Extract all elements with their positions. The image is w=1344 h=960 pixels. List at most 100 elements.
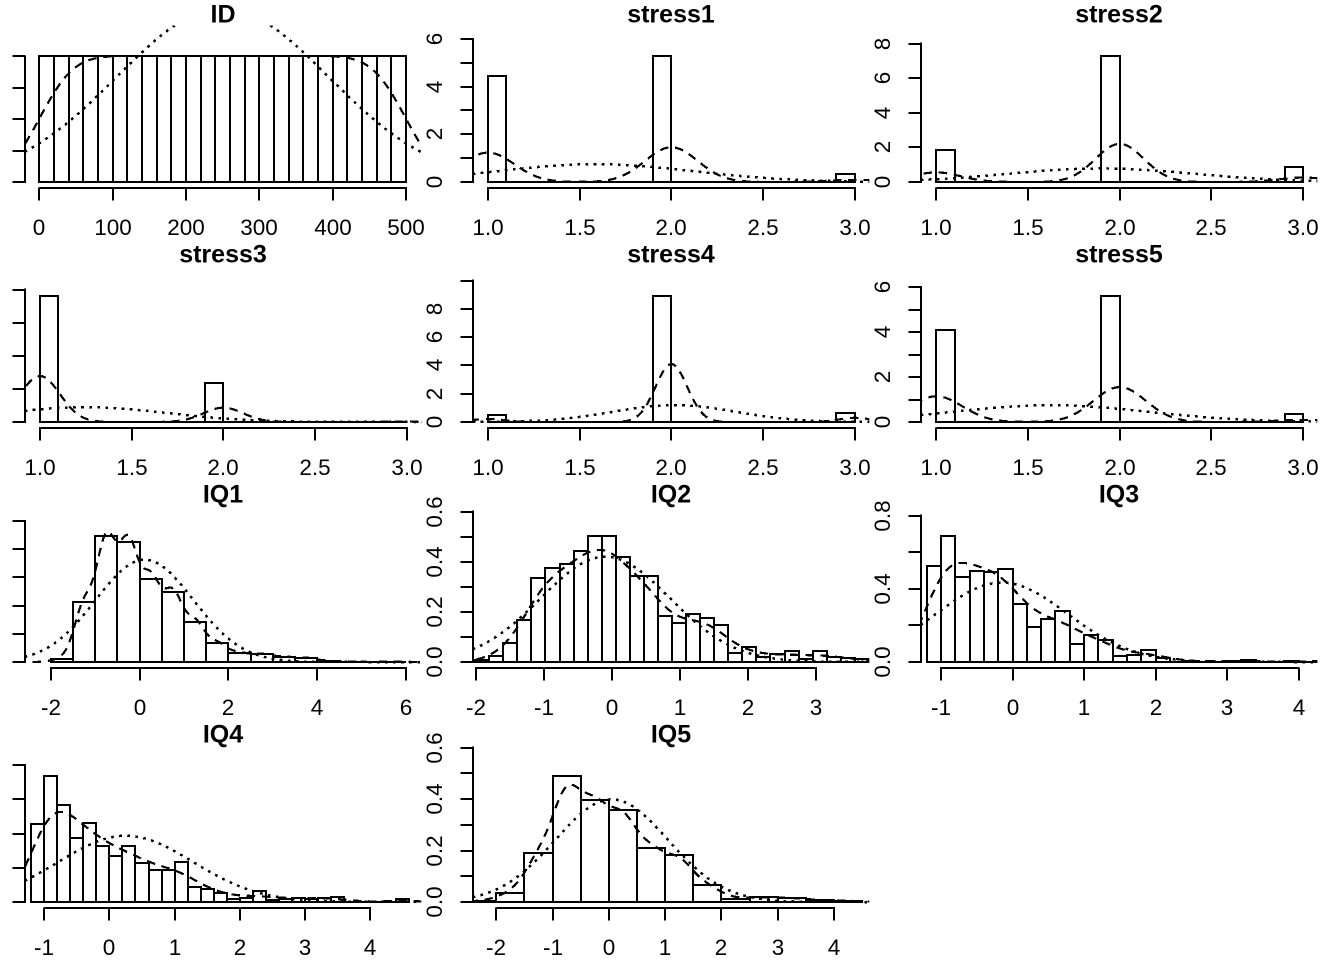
svg-text:0.0: 0.0	[422, 886, 447, 917]
svg-text:3.0: 3.0	[1287, 215, 1318, 240]
svg-text:0.4: 0.4	[422, 546, 447, 577]
svg-text:300: 300	[240, 215, 278, 240]
svg-text:0: 0	[103, 935, 116, 960]
svg-text:stress5: stress5	[1075, 240, 1163, 268]
svg-text:0.0: 0.0	[422, 646, 447, 677]
svg-text:4: 4	[870, 326, 895, 339]
svg-text:0: 0	[603, 935, 616, 960]
svg-text:4: 4	[1293, 695, 1306, 720]
svg-text:1.0: 1.0	[920, 215, 951, 240]
svg-text:0: 0	[33, 215, 46, 240]
svg-text:4: 4	[422, 359, 447, 372]
svg-text:2.5: 2.5	[1195, 215, 1226, 240]
svg-text:2.0: 2.0	[655, 215, 686, 240]
svg-text:4: 4	[870, 107, 895, 120]
svg-text:6: 6	[422, 33, 447, 46]
svg-text:1.0: 1.0	[472, 215, 503, 240]
svg-text:4: 4	[311, 695, 324, 720]
svg-text:IQ5: IQ5	[651, 720, 691, 748]
svg-text:1.5: 1.5	[564, 215, 595, 240]
svg-text:0: 0	[134, 695, 147, 720]
svg-text:0: 0	[422, 176, 447, 189]
svg-text:0: 0	[870, 416, 895, 429]
svg-text:2.5: 2.5	[747, 455, 778, 480]
svg-text:2.5: 2.5	[299, 455, 330, 480]
svg-text:stress1: stress1	[627, 0, 715, 28]
svg-text:IQ2: IQ2	[651, 480, 691, 508]
svg-text:1.0: 1.0	[24, 455, 55, 480]
svg-text:6: 6	[870, 281, 895, 294]
svg-text:4: 4	[364, 935, 377, 960]
svg-text:3: 3	[1221, 695, 1234, 720]
svg-text:2.0: 2.0	[1104, 215, 1135, 240]
svg-text:2.0: 2.0	[655, 455, 686, 480]
svg-text:0: 0	[1007, 695, 1020, 720]
svg-text:2: 2	[742, 695, 755, 720]
svg-text:-1: -1	[534, 695, 554, 720]
svg-text:2: 2	[234, 935, 247, 960]
svg-text:4: 4	[422, 81, 447, 94]
svg-text:1.0: 1.0	[920, 455, 951, 480]
svg-text:0.2: 0.2	[422, 596, 447, 627]
svg-text:-1: -1	[931, 695, 951, 720]
svg-text:8: 8	[870, 38, 895, 51]
svg-text:2: 2	[422, 388, 447, 401]
svg-text:500: 500	[387, 215, 425, 240]
svg-text:0.4: 0.4	[870, 573, 895, 604]
svg-text:2.0: 2.0	[207, 455, 238, 480]
svg-text:1.5: 1.5	[1012, 215, 1043, 240]
svg-text:-1: -1	[34, 935, 54, 960]
svg-text:ID: ID	[211, 0, 236, 28]
svg-text:3.0: 3.0	[391, 455, 422, 480]
svg-text:1.0: 1.0	[472, 455, 503, 480]
svg-text:2.5: 2.5	[1195, 455, 1226, 480]
svg-text:2: 2	[715, 935, 728, 960]
svg-text:3: 3	[299, 935, 312, 960]
svg-text:3.0: 3.0	[839, 455, 870, 480]
svg-text:2: 2	[870, 141, 895, 154]
svg-text:-2: -2	[41, 695, 61, 720]
svg-text:0.2: 0.2	[422, 835, 447, 866]
svg-text:6: 6	[870, 72, 895, 85]
svg-text:400: 400	[314, 215, 352, 240]
svg-text:IQ4: IQ4	[203, 720, 243, 748]
svg-text:0.6: 0.6	[422, 496, 447, 527]
svg-text:-2: -2	[486, 935, 506, 960]
svg-text:-1: -1	[543, 935, 563, 960]
svg-text:3.0: 3.0	[839, 215, 870, 240]
svg-text:0.8: 0.8	[870, 500, 895, 531]
svg-text:1: 1	[169, 935, 182, 960]
svg-text:1.5: 1.5	[116, 455, 147, 480]
svg-text:-2: -2	[466, 695, 486, 720]
svg-text:stress3: stress3	[179, 240, 267, 268]
svg-text:4: 4	[828, 935, 841, 960]
svg-text:0.6: 0.6	[422, 732, 447, 763]
svg-text:200: 200	[167, 215, 205, 240]
svg-text:1: 1	[1078, 695, 1091, 720]
svg-text:3.0: 3.0	[1287, 455, 1318, 480]
svg-text:1.5: 1.5	[1012, 455, 1043, 480]
svg-text:1.5: 1.5	[564, 455, 595, 480]
svg-text:stress4: stress4	[627, 240, 715, 268]
svg-text:1: 1	[659, 935, 672, 960]
svg-text:0: 0	[870, 176, 895, 189]
svg-text:IQ3: IQ3	[1099, 480, 1139, 508]
svg-text:6: 6	[400, 695, 413, 720]
svg-text:2: 2	[1150, 695, 1163, 720]
svg-text:2: 2	[222, 695, 235, 720]
svg-text:8: 8	[422, 303, 447, 316]
svg-text:IQ1: IQ1	[203, 480, 243, 508]
svg-text:0: 0	[422, 416, 447, 429]
svg-text:100: 100	[94, 215, 132, 240]
svg-text:stress2: stress2	[1075, 0, 1163, 28]
svg-text:2: 2	[422, 128, 447, 141]
svg-text:2: 2	[870, 371, 895, 384]
svg-text:0.0: 0.0	[870, 646, 895, 677]
svg-text:0.4: 0.4	[422, 783, 447, 814]
svg-text:1: 1	[674, 695, 687, 720]
svg-text:0: 0	[606, 695, 619, 720]
svg-text:3: 3	[772, 935, 785, 960]
svg-text:6: 6	[422, 331, 447, 344]
svg-text:3: 3	[810, 695, 823, 720]
svg-text:2.5: 2.5	[747, 215, 778, 240]
